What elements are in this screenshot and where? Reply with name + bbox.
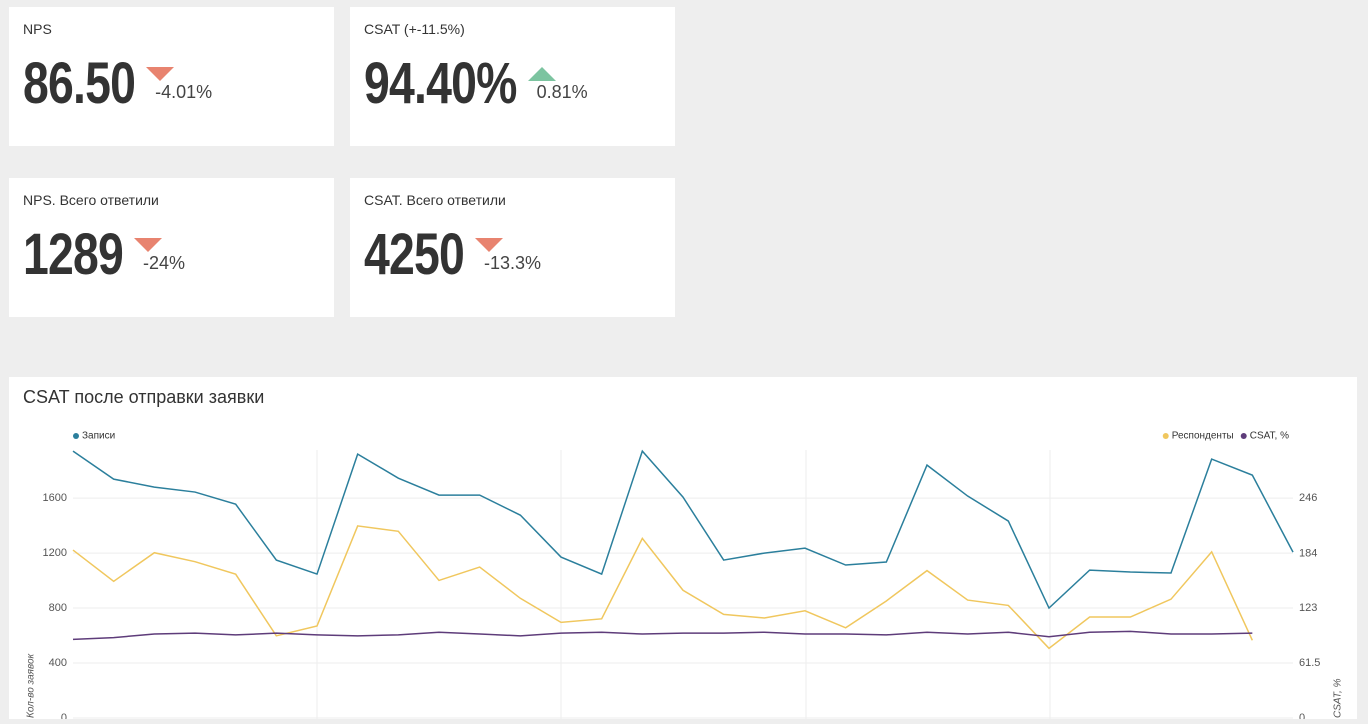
card-title: NPS. Всего ответили — [23, 192, 159, 208]
y2-tick-label: 0 — [1299, 712, 1305, 719]
card-row: 94.40% 0.81% — [364, 53, 588, 115]
y-tick-label: 1200 — [43, 547, 67, 559]
chart: CSAT после отправки заявки Кол-во заявок… — [23, 387, 1344, 724]
y2-tick-label: 184 — [1299, 548, 1317, 560]
legend-marker — [1240, 433, 1247, 439]
card-title: NPS — [23, 21, 52, 37]
card-value: 1289 — [23, 222, 124, 287]
legend-label: Записи — [82, 431, 115, 442]
trend-shape — [134, 238, 163, 252]
legend-label: CSAT, % — [1250, 431, 1289, 442]
y-tick-label: 800 — [49, 602, 67, 614]
card-title: CSAT (+-11.5%) — [364, 21, 465, 37]
legend-marker — [73, 433, 79, 439]
kpi-card: NPS. Всего ответили 1289 -24% — [9, 178, 334, 317]
card-row: 1289 -24% — [23, 224, 185, 286]
y2-tick-label: 246 — [1299, 492, 1317, 504]
card-delta: -4.01% — [155, 82, 213, 102]
card-delta: 0.81% — [536, 82, 588, 102]
kpi-card: CSAT (+-11.5%) 94.40% 0.81% — [350, 7, 675, 146]
card-delta: -24% — [143, 253, 186, 273]
card-title: CSAT. Всего ответили — [364, 192, 506, 208]
y-tick-label: 1600 — [43, 492, 67, 504]
trend-arrow — [475, 238, 504, 252]
series-line — [72, 449, 1294, 610]
chart-title: CSAT после отправки заявки — [23, 387, 264, 407]
series-line — [72, 630, 1253, 641]
trend-shape — [475, 238, 504, 252]
card-value: 4250 — [364, 222, 465, 287]
trend-shape — [527, 67, 556, 81]
card-value: 86.50 — [23, 51, 136, 116]
chart-panel: CSAT после отправки заявки Кол-во заявок… — [9, 377, 1357, 724]
x-grid — [316, 450, 1051, 719]
trend-shape — [146, 67, 175, 81]
y-axis-title: Кол-во заявок — [26, 652, 37, 718]
trend-arrow — [146, 67, 175, 81]
card-row: 4250 -13.3% — [364, 224, 541, 286]
y-tick-label: 0 — [61, 712, 67, 719]
y-tick-label: 400 — [49, 657, 67, 669]
y2-tick-label: 61.5 — [1299, 657, 1320, 669]
legend-marker — [1162, 433, 1169, 439]
trend-arrow — [527, 67, 556, 81]
card-delta: -13.3% — [484, 253, 542, 273]
kpi-card: NPS 86.50 -4.01% — [9, 7, 334, 146]
card-value: 94.40% — [364, 51, 517, 116]
trend-arrow — [134, 238, 163, 252]
series-line — [72, 525, 1254, 650]
legend-label: Респонденты — [1172, 431, 1234, 442]
card-row: 86.50 -4.01% — [23, 53, 212, 115]
y2-axis-title: CSAT, % — [1333, 678, 1344, 718]
kpi-card: CSAT. Всего ответили 4250 -13.3% — [350, 178, 675, 317]
y2-tick-label: 123 — [1299, 602, 1317, 614]
